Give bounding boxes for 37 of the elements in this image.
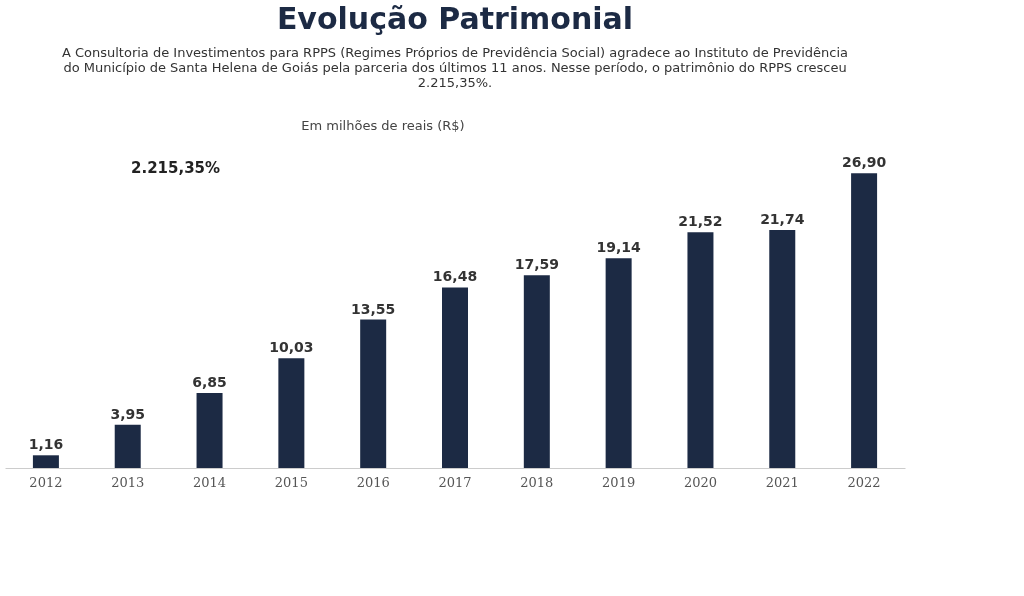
x-tick-label: 2015 [274,474,308,490]
x-tick-label: 2018 [520,474,554,490]
x-tick-label: 2022 [847,474,881,490]
bar [196,392,223,468]
bar [523,275,550,468]
bar [442,287,468,468]
bar [360,319,387,468]
x-tick-label: 2020 [683,474,717,490]
x-tick-label: 2012 [29,474,63,490]
data-label: 3,95 [110,405,145,422]
data-label: 19,14 [596,239,642,256]
data-label: 13,55 [351,300,396,317]
text: Em milhões de reais (R$) [301,118,465,133]
data-label: 17,59 [514,256,559,273]
chart-subtitle: A Consultoria de Investimentos para RPPS (Regimes Próprios de Previdência Social) agradece ao Instituto de Previdência do Município de Santa Helena de Goiás pela parceria dos últimos 11 anos. Nesse período, o patrimônio do RPPS cresceu 2.215,35%. [61,45,849,90]
x-tick-label: 2017 [438,474,472,490]
bar [278,358,305,468]
bar [114,424,141,468]
chart-title: Evolução Patrimonial [276,1,634,36]
data-label: 16,48 [432,268,478,285]
x-tick-label: 2021 [765,474,799,490]
data-label: 21,74 [760,210,805,227]
data-label: 26,90 [841,154,887,171]
data-label: 10,03 [269,339,314,356]
x-tick-label: 2016 [356,474,390,490]
data-label: 6,85 [192,373,227,390]
bar [769,229,796,468]
x-tick-label: 2014 [193,474,227,490]
bar [687,232,714,468]
bar [32,455,59,468]
bar [605,258,632,468]
x-tick-label: 2013 [111,474,145,490]
data-label: 21,52 [678,213,723,230]
annotation: 2.215,35% [131,159,221,177]
x-tick-label: 2019 [602,474,636,490]
bar [851,173,878,468]
data-label: 1,16 [28,436,64,453]
